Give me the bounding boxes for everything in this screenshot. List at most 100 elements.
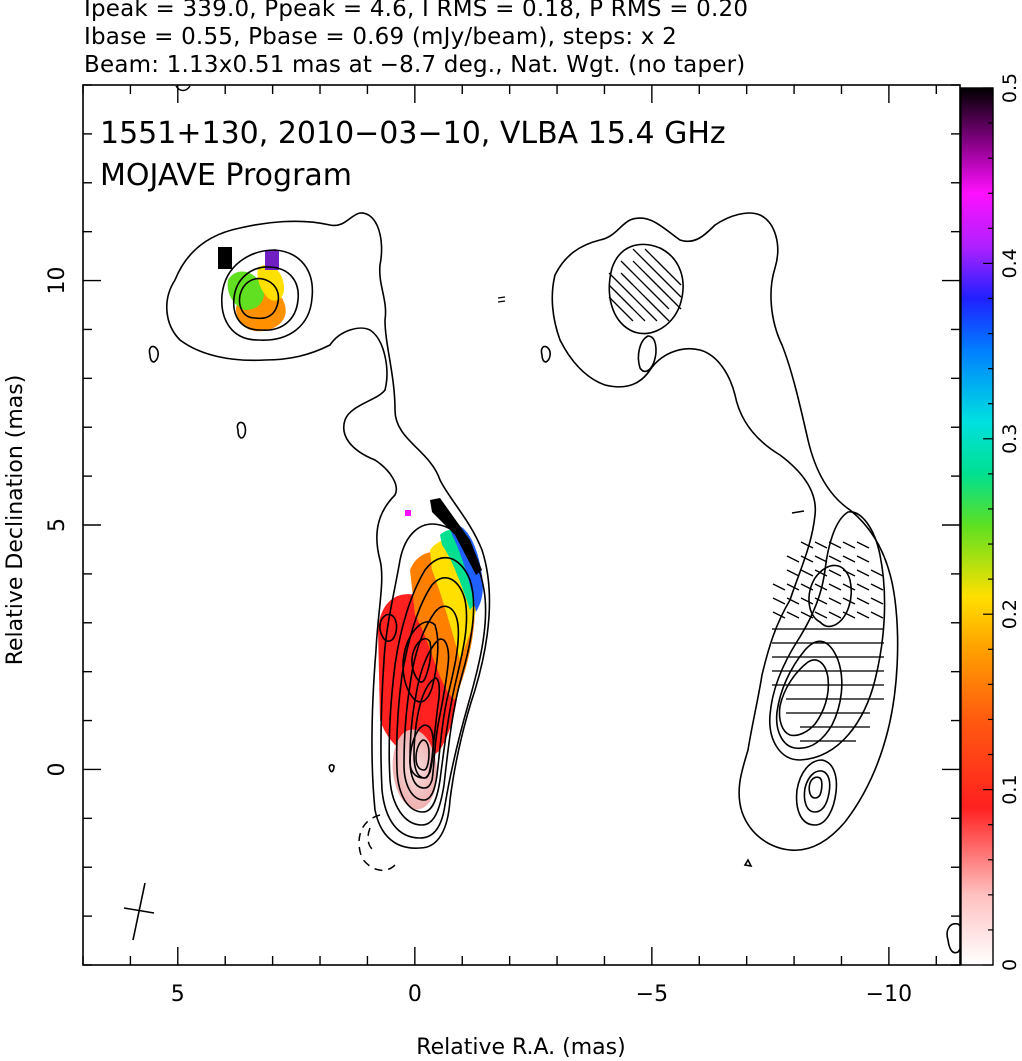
polarized-intensity-contour (743, 858, 753, 868)
evpa-tick (608, 284, 622, 298)
evpa-tick (856, 597, 870, 605)
evpa-tick (870, 569, 884, 577)
polarized-intensity-contour (803, 770, 831, 813)
program-annotation: MOJAVE Program (100, 158, 352, 193)
header-line-3: Beam: 1.13x0.51 mas at −8.7 deg., Nat. W… (84, 52, 746, 78)
evpa-tick (786, 597, 800, 605)
evpa-tick (870, 611, 884, 619)
evpa-tick (800, 597, 814, 605)
evpa-tick (870, 583, 884, 591)
plot-frame (82, 84, 961, 966)
intensity-contour (236, 421, 247, 439)
contour-fragment (497, 296, 506, 303)
evpa-tick (856, 583, 870, 591)
axes-layer: 5 0 −5 −10 0 5 10 (45, 84, 961, 1007)
intensity-contour (379, 613, 398, 642)
evpa-tick (632, 308, 646, 322)
intensity-contour (411, 638, 432, 683)
evpa-tick (620, 296, 634, 310)
evpa-tick (632, 272, 646, 286)
x-tick-label: −10 (866, 982, 912, 1007)
beam-minor-axis (123, 907, 155, 914)
evpa-tick (814, 583, 828, 591)
evpa-tick (842, 555, 856, 563)
evpa-tick (620, 260, 634, 274)
evpa-tick (644, 284, 658, 298)
header-line-2: Ibase = 0.55, Pbase = 0.69 (mJy/beam), s… (84, 24, 677, 50)
polarization-region (227, 271, 265, 310)
evpa-tick (772, 611, 786, 619)
y-axis-label: Relative Declination (mas) (3, 375, 28, 666)
evpa-tick (786, 555, 800, 563)
evpa-tick (842, 569, 856, 577)
evpa-tick (842, 583, 856, 591)
polarized-intensity-contour (551, 212, 899, 852)
evpa-tick (800, 555, 814, 563)
evpa-tick (632, 296, 646, 310)
x-tick-label: 5 (171, 982, 185, 1007)
evpa-tick (644, 272, 658, 286)
polarized-intensity-contour (608, 243, 684, 335)
evpa-tick (786, 611, 800, 619)
colorbar-tick-label: 0.5 (999, 73, 1021, 103)
polarized-intensity-contour (808, 564, 852, 628)
polarized-intensity-contour (808, 776, 823, 799)
x-tick-label: −5 (636, 982, 668, 1007)
polarization-region (430, 498, 482, 575)
evpa-tick (842, 541, 856, 549)
evpa-tick (870, 597, 884, 605)
intensity-contour (409, 724, 435, 779)
intensity-contour (328, 764, 335, 773)
evpa-tick (814, 569, 828, 577)
evpa-tick (656, 296, 670, 310)
beam-major-axis (132, 882, 146, 941)
evpa-tick (656, 272, 670, 286)
negative-contour (358, 814, 396, 872)
evpa-tick (800, 583, 814, 591)
y-tick-label: 0 (45, 762, 70, 776)
colorbar-tick-label: 0.1 (999, 774, 1021, 804)
colorbar-tick-label: 0.3 (999, 424, 1021, 454)
evpa-tick (656, 260, 670, 274)
intensity-contour (415, 739, 430, 771)
colorbar-tick-label: 0.2 (999, 599, 1021, 629)
evpa-tick (856, 611, 870, 619)
evpa-tick (814, 541, 828, 549)
header-line-1: Ipeak = 339.0, Ppeak = 4.6, I RMS = 0.18… (84, 0, 749, 22)
polarized-intensity-contour (540, 345, 551, 363)
evpa-tick (856, 555, 870, 563)
evpa-tick (608, 272, 622, 286)
evpa-tick (668, 284, 682, 298)
evpa-tick (800, 611, 814, 619)
evpa-tick (828, 569, 842, 577)
colorbar-tick-label: 0.4 (999, 248, 1021, 278)
evpa-tick (828, 611, 842, 619)
evpa-tick (608, 296, 622, 310)
evpa-tick (814, 611, 828, 619)
evpa-tick (786, 569, 800, 577)
map-layer (123, 85, 960, 954)
y-tick-label: 5 (45, 518, 70, 532)
evpa-tick (620, 284, 634, 298)
colorbar-tick-label: 0 (999, 959, 1021, 971)
polarization-region (450, 524, 483, 612)
evpa-tick (842, 597, 856, 605)
evpa-tick (828, 597, 842, 605)
intensity-contour (221, 249, 314, 341)
evpa-tick (828, 555, 842, 563)
polarization-region (405, 510, 411, 516)
evpa-tick (814, 597, 828, 605)
evpa-tick (668, 272, 682, 286)
intensity-contour (238, 277, 280, 320)
evpa-tick (644, 308, 658, 322)
evpa-tick (800, 541, 814, 549)
evpa-tick (656, 284, 670, 298)
intensity-contour (232, 266, 299, 331)
x-tick-label: 0 (408, 982, 422, 1007)
evpa-tick (828, 583, 842, 591)
polarized-intensity-contour (778, 659, 830, 737)
polarized-intensity-contour (795, 759, 838, 826)
evpa-tick (828, 541, 842, 549)
intensity-contour (165, 212, 491, 849)
